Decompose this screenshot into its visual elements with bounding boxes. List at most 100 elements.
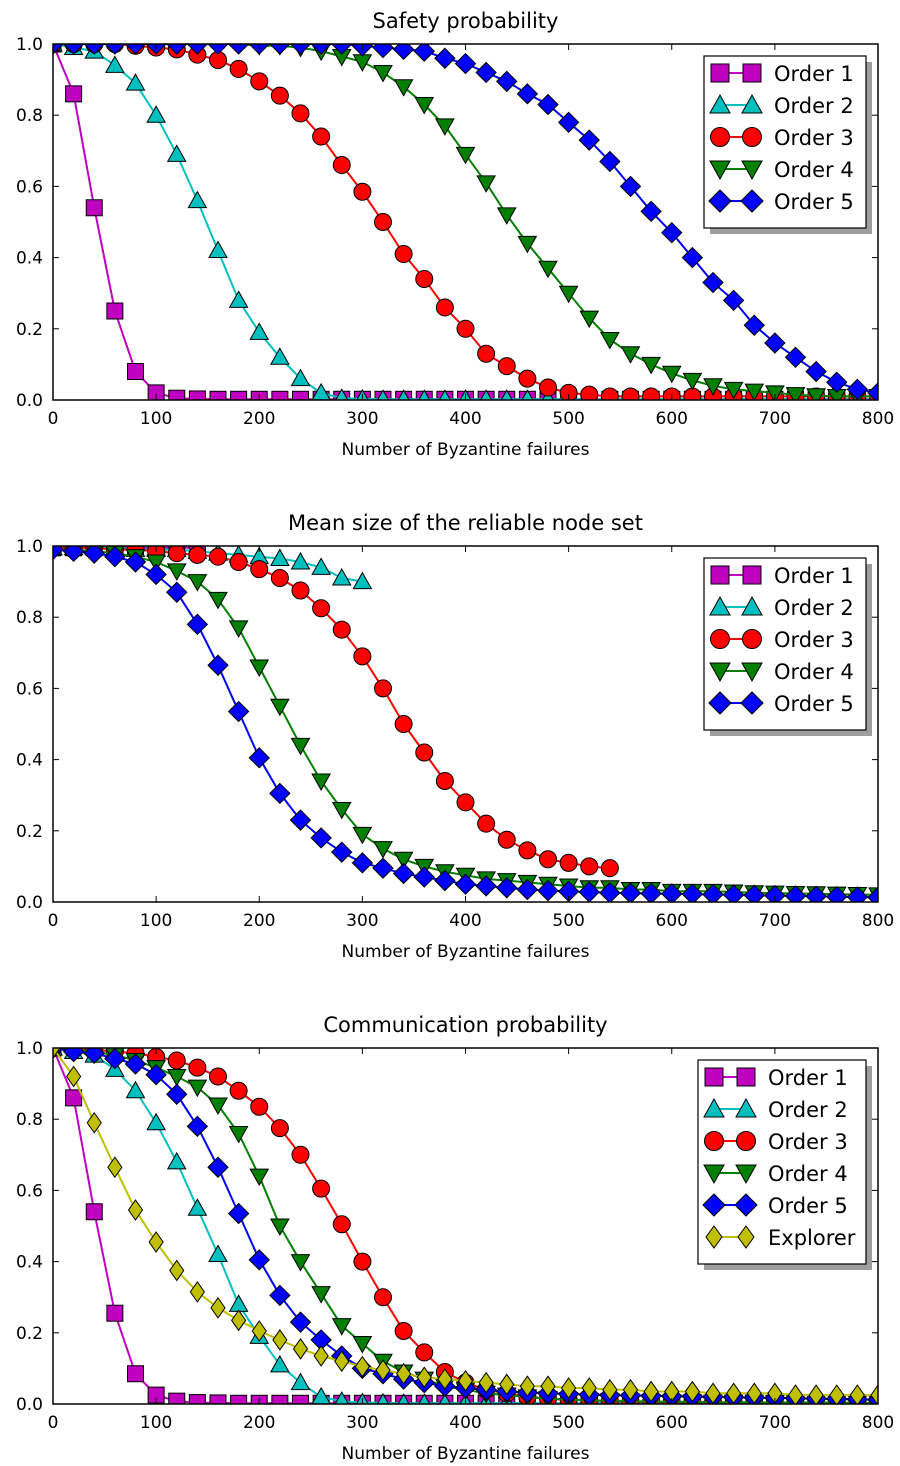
data-point [228, 1294, 249, 1312]
data-point [455, 146, 476, 165]
data-point [189, 1280, 205, 1303]
data-point [600, 331, 620, 350]
data-point [805, 360, 827, 383]
data-point [270, 1119, 289, 1138]
data-point [269, 782, 291, 805]
legend-item: Order 1 [704, 1066, 848, 1090]
data-point [166, 144, 187, 162]
data-point [396, 1362, 412, 1385]
data-point [516, 83, 539, 105]
legend-marker [741, 160, 763, 181]
data-point [187, 190, 208, 209]
x-tick-label: 400 [449, 409, 481, 429]
data-point [270, 569, 289, 588]
data-point [291, 104, 310, 123]
data-point [248, 747, 270, 769]
data-point [83, 546, 105, 564]
legend-marker [734, 1193, 758, 1217]
data-point [250, 560, 269, 579]
data-point [661, 221, 683, 244]
y-tick-label: 1.0 [16, 537, 43, 557]
data-point [106, 1304, 124, 1322]
data-point [207, 654, 229, 676]
data-point [539, 850, 557, 869]
x-axis-label: Number of Byzantine failures [342, 440, 590, 460]
data-point [227, 1202, 250, 1225]
data-point [374, 1288, 392, 1307]
legend-marker [735, 1164, 757, 1185]
legend-marker [710, 127, 730, 147]
data-point [146, 1112, 166, 1131]
data-point [435, 771, 454, 790]
data-point [418, 389, 431, 400]
data-point [580, 857, 599, 876]
legend-item: Order 2 [709, 595, 854, 620]
legend-marker [705, 1225, 723, 1249]
data-point [166, 1068, 187, 1087]
legend-marker [710, 63, 730, 83]
data-point [516, 878, 539, 901]
legend-marker [742, 63, 762, 83]
y-tick-label: 0.8 [16, 106, 43, 126]
data-point [454, 873, 477, 895]
series-order-3 [53, 546, 619, 878]
data-point [619, 175, 642, 198]
legend-marker [735, 1097, 757, 1118]
data-point [290, 1372, 311, 1391]
data-point [438, 389, 451, 400]
data-point [435, 298, 454, 317]
legend-item: Order 5 [708, 189, 854, 214]
data-point [415, 743, 434, 762]
data-point [104, 546, 126, 568]
data-point [806, 388, 826, 400]
data-point [681, 883, 704, 902]
legend-label: Order 5 [774, 190, 854, 214]
data-point [559, 853, 578, 872]
series-order-5 [53, 44, 878, 400]
data-point [331, 1318, 352, 1336]
data-point [722, 884, 745, 902]
data-point [289, 44, 312, 55]
data-point [62, 44, 85, 55]
legend-marker [736, 1131, 756, 1151]
data-point [476, 175, 496, 193]
data-point [62, 546, 85, 563]
data-point [124, 44, 147, 55]
legend-marker [736, 1067, 756, 1087]
x-axis-label: Number of Byzantine failures [342, 942, 590, 962]
data-point [497, 830, 516, 849]
y-tick-label: 0.4 [16, 1253, 43, 1273]
data-point [684, 1380, 700, 1403]
data-point [764, 332, 786, 354]
data-point [85, 199, 103, 217]
data-point [661, 883, 683, 902]
legend-item: Order 3 [704, 1130, 848, 1154]
data-point [413, 866, 435, 888]
data-point [167, 1051, 186, 1070]
data-point [166, 581, 188, 603]
data-point [784, 885, 807, 902]
legend-marker [703, 1097, 725, 1118]
x-tick-label: 500 [552, 911, 584, 931]
data-point [270, 347, 290, 365]
legend-label: Order 1 [774, 564, 854, 588]
chart-title: Safety probability [373, 9, 559, 33]
data-point [518, 369, 537, 388]
data-point [397, 389, 410, 400]
legend-marker [741, 662, 763, 683]
legend-marker [740, 189, 764, 213]
data-point [186, 613, 209, 636]
data-point [125, 73, 146, 91]
data-point [392, 862, 415, 885]
data-point [496, 207, 517, 225]
data-point [521, 389, 534, 400]
data-point [642, 387, 661, 400]
x-tick-label: 0 [48, 409, 59, 429]
x-tick-label: 0 [48, 1413, 59, 1433]
x-tick-label: 300 [346, 1413, 378, 1433]
y-tick-label: 0.6 [16, 177, 43, 197]
legend-marker [708, 189, 732, 213]
data-point [437, 1368, 453, 1390]
data-point [331, 568, 352, 586]
x-tick-label: 100 [140, 911, 172, 931]
